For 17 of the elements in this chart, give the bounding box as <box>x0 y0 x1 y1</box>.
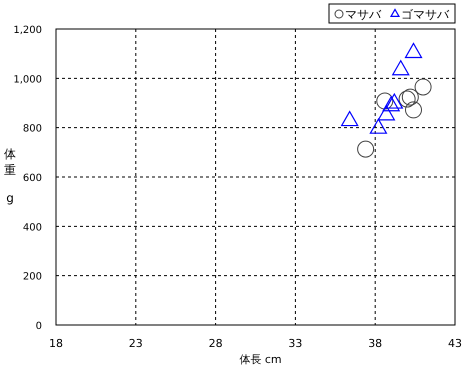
y-tick-label: 1,200 <box>13 25 42 36</box>
y-tick-label: 800 <box>22 124 42 135</box>
y-tick-label: 200 <box>22 272 42 283</box>
x-tick-label: 18 <box>49 337 63 350</box>
x-tick-label: 38 <box>368 337 382 350</box>
x-axis-title: 体長 cm <box>239 353 282 366</box>
x-tick-label: 23 <box>128 337 143 350</box>
y-axis-title: 体重 g <box>4 147 16 205</box>
y-tick-label: 1,000 <box>13 74 42 86</box>
y-tick-label: 400 <box>22 222 42 234</box>
y-tick-label: 600 <box>22 173 42 184</box>
y-tick-label: 0 <box>36 321 42 332</box>
x-tick-label: 33 <box>288 337 302 350</box>
legend-label: マサバ <box>345 8 382 22</box>
x-tick-label: 28 <box>208 337 223 350</box>
legend-label: ゴマサバ <box>401 8 450 22</box>
x-tick-label: 43 <box>448 337 462 350</box>
